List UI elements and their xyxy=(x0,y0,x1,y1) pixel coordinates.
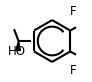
Text: F: F xyxy=(70,64,77,77)
Text: HO: HO xyxy=(7,45,25,58)
Polygon shape xyxy=(16,41,20,51)
Text: F: F xyxy=(70,5,77,18)
